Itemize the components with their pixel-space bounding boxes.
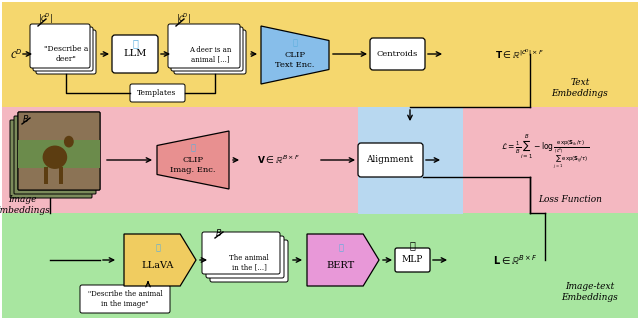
FancyBboxPatch shape xyxy=(112,35,158,73)
Ellipse shape xyxy=(64,136,74,148)
Text: ✱: ✱ xyxy=(132,39,138,49)
Bar xyxy=(358,107,463,214)
Polygon shape xyxy=(157,131,229,189)
FancyBboxPatch shape xyxy=(14,116,96,194)
Text: CLIP
Imag. Enc.: CLIP Imag. Enc. xyxy=(170,156,216,173)
Text: "Describe the animal
in the image": "Describe the animal in the image" xyxy=(88,291,163,308)
Text: 🔥: 🔥 xyxy=(409,242,415,251)
FancyBboxPatch shape xyxy=(30,24,90,68)
Text: The animal
in the [...]: The animal in the [...] xyxy=(229,254,269,272)
FancyBboxPatch shape xyxy=(18,112,100,190)
Bar xyxy=(59,167,63,184)
Text: ✱: ✱ xyxy=(292,39,298,47)
Text: MLP: MLP xyxy=(401,255,422,265)
FancyBboxPatch shape xyxy=(210,240,288,282)
Text: Centroids: Centroids xyxy=(376,50,418,58)
FancyBboxPatch shape xyxy=(130,84,185,102)
Text: $B$: $B$ xyxy=(22,113,29,124)
Text: CLIP
Text Enc.: CLIP Text Enc. xyxy=(275,52,315,68)
FancyBboxPatch shape xyxy=(36,30,96,74)
Bar xyxy=(2,213,638,318)
FancyBboxPatch shape xyxy=(18,140,100,168)
Text: Image-text
Embeddings: Image-text Embeddings xyxy=(562,282,618,302)
Text: $\mathbf{T} \in \mathbb{R}^{|\mathcal{C}^D| \times F}$: $\mathbf{T} \in \mathbb{R}^{|\mathcal{C}… xyxy=(495,47,545,61)
Bar xyxy=(2,107,638,214)
Text: $\mathcal{L}=\frac{1}{B}\sum_{i=1}^{B}-\log\frac{\exp(\mathbf{S}_{ik}/\tau)}{\su: $\mathcal{L}=\frac{1}{B}\sum_{i=1}^{B}-\… xyxy=(501,133,589,171)
Text: BERT: BERT xyxy=(327,260,355,269)
Text: Templates: Templates xyxy=(138,89,177,97)
FancyBboxPatch shape xyxy=(10,120,92,198)
FancyBboxPatch shape xyxy=(370,38,425,70)
FancyBboxPatch shape xyxy=(358,143,423,177)
Text: ✱: ✱ xyxy=(339,244,344,252)
Text: Loss Function: Loss Function xyxy=(538,196,602,204)
FancyBboxPatch shape xyxy=(18,112,100,190)
FancyBboxPatch shape xyxy=(202,232,280,274)
Text: LLaVA: LLaVA xyxy=(142,260,174,269)
Polygon shape xyxy=(307,234,379,286)
Text: ✱: ✱ xyxy=(191,144,195,152)
Text: $B$: $B$ xyxy=(215,227,222,237)
FancyBboxPatch shape xyxy=(174,30,246,74)
Text: ✱: ✱ xyxy=(156,244,161,252)
Text: LLM: LLM xyxy=(124,50,147,59)
Text: $\mathbf{L} \in \mathbb{R}^{B \times F}$: $\mathbf{L} \in \mathbb{R}^{B \times F}$ xyxy=(493,253,538,267)
Polygon shape xyxy=(124,234,196,286)
Text: Text
Embeddings: Text Embeddings xyxy=(552,78,609,98)
Text: Alignment: Alignment xyxy=(366,156,413,164)
Bar xyxy=(44,167,48,184)
FancyBboxPatch shape xyxy=(171,27,243,71)
Bar xyxy=(2,2,638,107)
Text: Image
Embeddings: Image Embeddings xyxy=(0,195,51,215)
FancyBboxPatch shape xyxy=(33,27,93,71)
Text: $|\mathcal{C}^D|$: $|\mathcal{C}^D|$ xyxy=(176,12,191,26)
Polygon shape xyxy=(261,26,329,84)
Text: "Describe a
deer": "Describe a deer" xyxy=(44,45,88,63)
Text: A deer is an
animal [...]: A deer is an animal [...] xyxy=(189,46,231,64)
Text: $\mathbf{V} \in \mathbb{R}^{B \times F}$: $\mathbf{V} \in \mathbb{R}^{B \times F}$ xyxy=(257,154,300,166)
FancyBboxPatch shape xyxy=(395,248,430,272)
FancyBboxPatch shape xyxy=(80,285,170,313)
Text: $|\mathcal{C}^D|$: $|\mathcal{C}^D|$ xyxy=(38,12,53,26)
FancyBboxPatch shape xyxy=(206,236,284,278)
FancyBboxPatch shape xyxy=(168,24,240,68)
Text: $\mathcal{C}^D$: $\mathcal{C}^D$ xyxy=(10,47,22,61)
Ellipse shape xyxy=(43,146,67,169)
